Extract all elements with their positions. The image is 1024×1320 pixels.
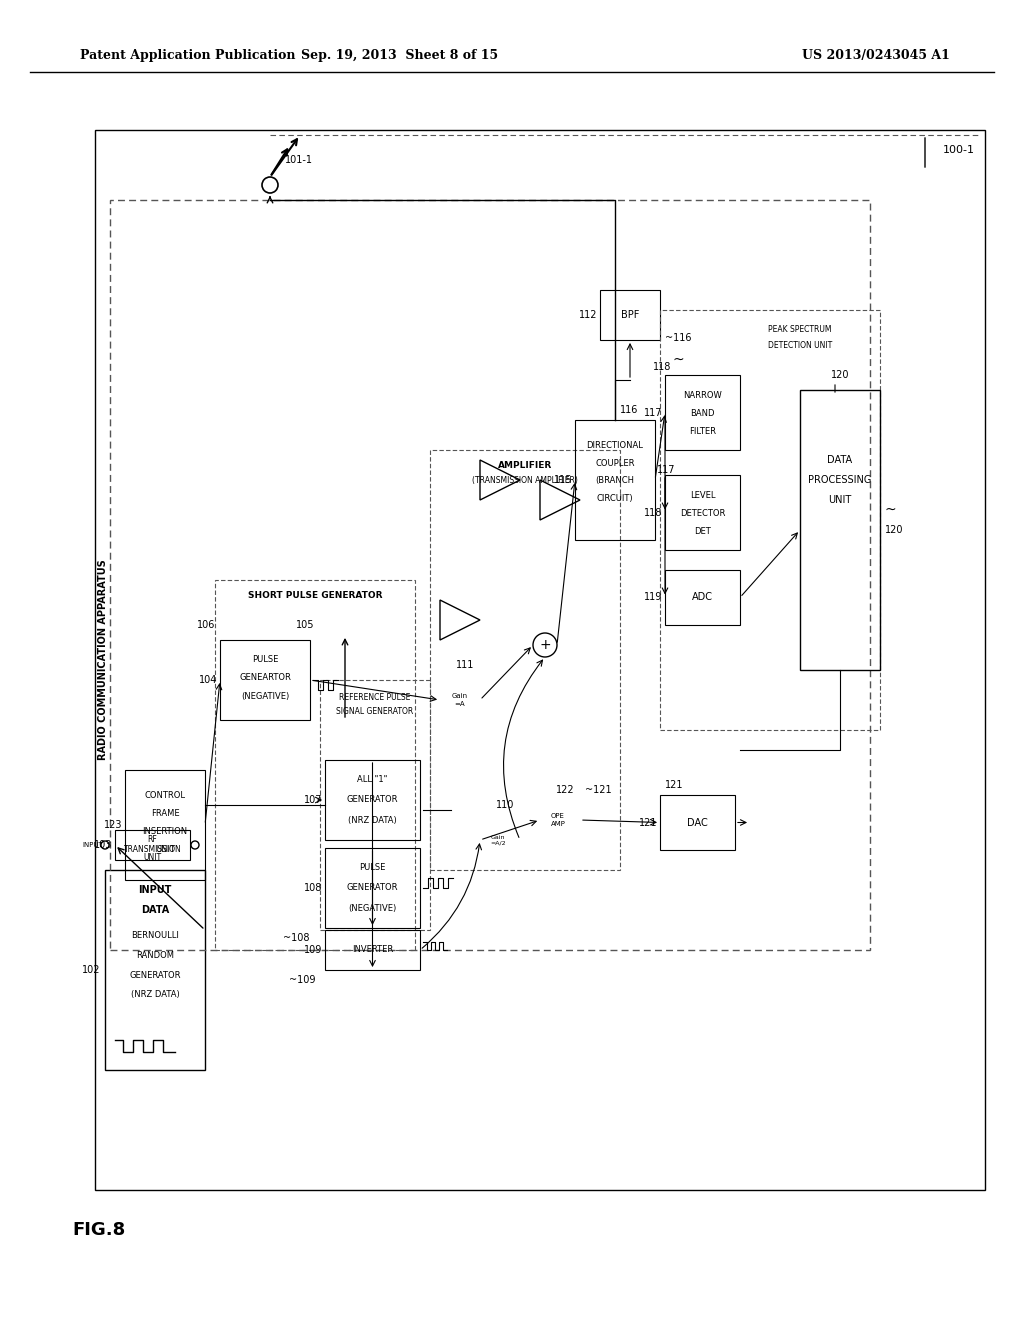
Text: (NRZ DATA): (NRZ DATA) <box>131 990 179 999</box>
Text: 115: 115 <box>554 475 572 484</box>
Text: NARROW: NARROW <box>683 391 722 400</box>
Text: DETECTOR: DETECTOR <box>680 508 725 517</box>
Text: COUPLER: COUPLER <box>595 458 635 467</box>
Text: 118: 118 <box>653 362 671 372</box>
Text: BPF: BPF <box>621 310 639 319</box>
Text: 119: 119 <box>644 593 662 602</box>
Text: 105: 105 <box>296 620 314 630</box>
Text: 117: 117 <box>657 465 676 475</box>
Text: OPE
AMP: OPE AMP <box>551 813 565 826</box>
Text: GENERATOR: GENERATOR <box>347 796 398 804</box>
Text: 108: 108 <box>304 883 322 894</box>
Text: 123: 123 <box>103 820 122 830</box>
Text: ~108: ~108 <box>284 933 310 942</box>
Text: PEAK SPECTRUM: PEAK SPECTRUM <box>768 326 831 334</box>
Text: 100-1: 100-1 <box>943 145 975 154</box>
Text: ~116: ~116 <box>665 333 691 343</box>
Text: FILTER: FILTER <box>689 426 716 436</box>
Text: 117: 117 <box>643 408 662 417</box>
Text: (BRANCH: (BRANCH <box>596 475 635 484</box>
Text: 106: 106 <box>197 620 215 630</box>
Text: SHORT PULSE GENERATOR: SHORT PULSE GENERATOR <box>248 590 382 599</box>
Text: ADC: ADC <box>692 593 713 602</box>
Text: 121: 121 <box>639 817 657 828</box>
Text: 109: 109 <box>304 945 322 954</box>
Text: INSERTION: INSERTION <box>142 826 187 836</box>
Text: GENEARTOR: GENEARTOR <box>239 673 291 682</box>
Text: DAC: DAC <box>687 817 708 828</box>
Text: AMPLIFIER: AMPLIFIER <box>498 461 552 470</box>
Text: RF: RF <box>147 836 158 845</box>
Text: 110: 110 <box>496 800 514 810</box>
Text: 112: 112 <box>579 310 597 319</box>
Text: 111: 111 <box>456 660 474 671</box>
Text: ~109: ~109 <box>289 975 315 985</box>
Text: SIGNAL GENERATOR: SIGNAL GENERATOR <box>336 708 414 717</box>
Text: 118: 118 <box>644 507 662 517</box>
Text: 101-1: 101-1 <box>285 154 313 165</box>
Text: DETECTION UNIT: DETECTION UNIT <box>768 341 833 350</box>
Text: UNIT: UNIT <box>155 845 175 854</box>
Text: 103: 103 <box>93 840 112 850</box>
Text: RANDOM: RANDOM <box>136 950 174 960</box>
Text: 120: 120 <box>830 370 849 380</box>
Text: GENERATOR: GENERATOR <box>347 883 398 892</box>
Text: ~121: ~121 <box>585 785 611 795</box>
Text: 116: 116 <box>620 405 638 414</box>
Text: ALL "1": ALL "1" <box>357 776 388 784</box>
Text: (NRZ DATA): (NRZ DATA) <box>348 816 397 825</box>
Text: GENERATOR: GENERATOR <box>129 970 181 979</box>
Text: INPUT: INPUT <box>83 842 103 847</box>
Text: PROCESSING: PROCESSING <box>808 475 871 484</box>
Text: Gain
=A/2: Gain =A/2 <box>490 834 506 845</box>
Text: 107: 107 <box>303 795 322 805</box>
Text: (TRANSMISSION AMPLIFIER): (TRANSMISSION AMPLIFIER) <box>472 475 578 484</box>
Text: CIRCUIT): CIRCUIT) <box>597 494 633 503</box>
Text: INVERTER: INVERTER <box>352 945 393 954</box>
Text: REFERENCE PULSE: REFERENCE PULSE <box>339 693 411 702</box>
Text: UNIT: UNIT <box>828 495 852 506</box>
Text: INPUT: INPUT <box>138 884 172 895</box>
Text: Sep. 19, 2013  Sheet 8 of 15: Sep. 19, 2013 Sheet 8 of 15 <box>301 49 499 62</box>
Text: FRAME: FRAME <box>151 808 179 817</box>
Text: FIG.8: FIG.8 <box>72 1221 125 1239</box>
Text: DATA: DATA <box>141 906 169 915</box>
Text: US 2013/0243045 A1: US 2013/0243045 A1 <box>802 49 950 62</box>
Text: 122: 122 <box>556 785 574 795</box>
Text: LEVEL: LEVEL <box>690 491 715 499</box>
Text: TRANSMISSION: TRANSMISSION <box>124 846 181 854</box>
Text: ~: ~ <box>885 503 897 517</box>
Text: 104: 104 <box>199 675 217 685</box>
Text: BERNOULLI: BERNOULLI <box>131 931 179 940</box>
Text: UNIT: UNIT <box>143 854 162 862</box>
Text: PULSE: PULSE <box>252 656 279 664</box>
Text: 102: 102 <box>82 965 100 975</box>
Text: DATA: DATA <box>827 455 853 465</box>
Text: DET: DET <box>694 527 711 536</box>
Text: Gain
=A: Gain =A <box>452 693 468 706</box>
Text: Patent Application Publication: Patent Application Publication <box>80 49 296 62</box>
Text: (NEGATIVE): (NEGATIVE) <box>241 692 289 701</box>
Text: 121: 121 <box>665 780 683 789</box>
Text: BAND: BAND <box>690 408 715 417</box>
Text: 120: 120 <box>885 525 903 535</box>
Text: CONTROL: CONTROL <box>144 791 185 800</box>
Text: (NEGATIVE): (NEGATIVE) <box>348 903 396 912</box>
Text: RADIO COMMUNICATION APPARATUS: RADIO COMMUNICATION APPARATUS <box>98 560 108 760</box>
Text: PULSE: PULSE <box>359 863 386 873</box>
Text: DIRECTIONAL: DIRECTIONAL <box>587 441 643 450</box>
Text: +: + <box>540 638 551 652</box>
Text: ~: ~ <box>672 352 684 367</box>
